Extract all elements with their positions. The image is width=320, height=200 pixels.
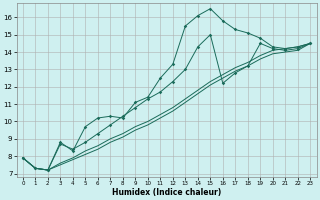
X-axis label: Humidex (Indice chaleur): Humidex (Indice chaleur) xyxy=(112,188,221,197)
